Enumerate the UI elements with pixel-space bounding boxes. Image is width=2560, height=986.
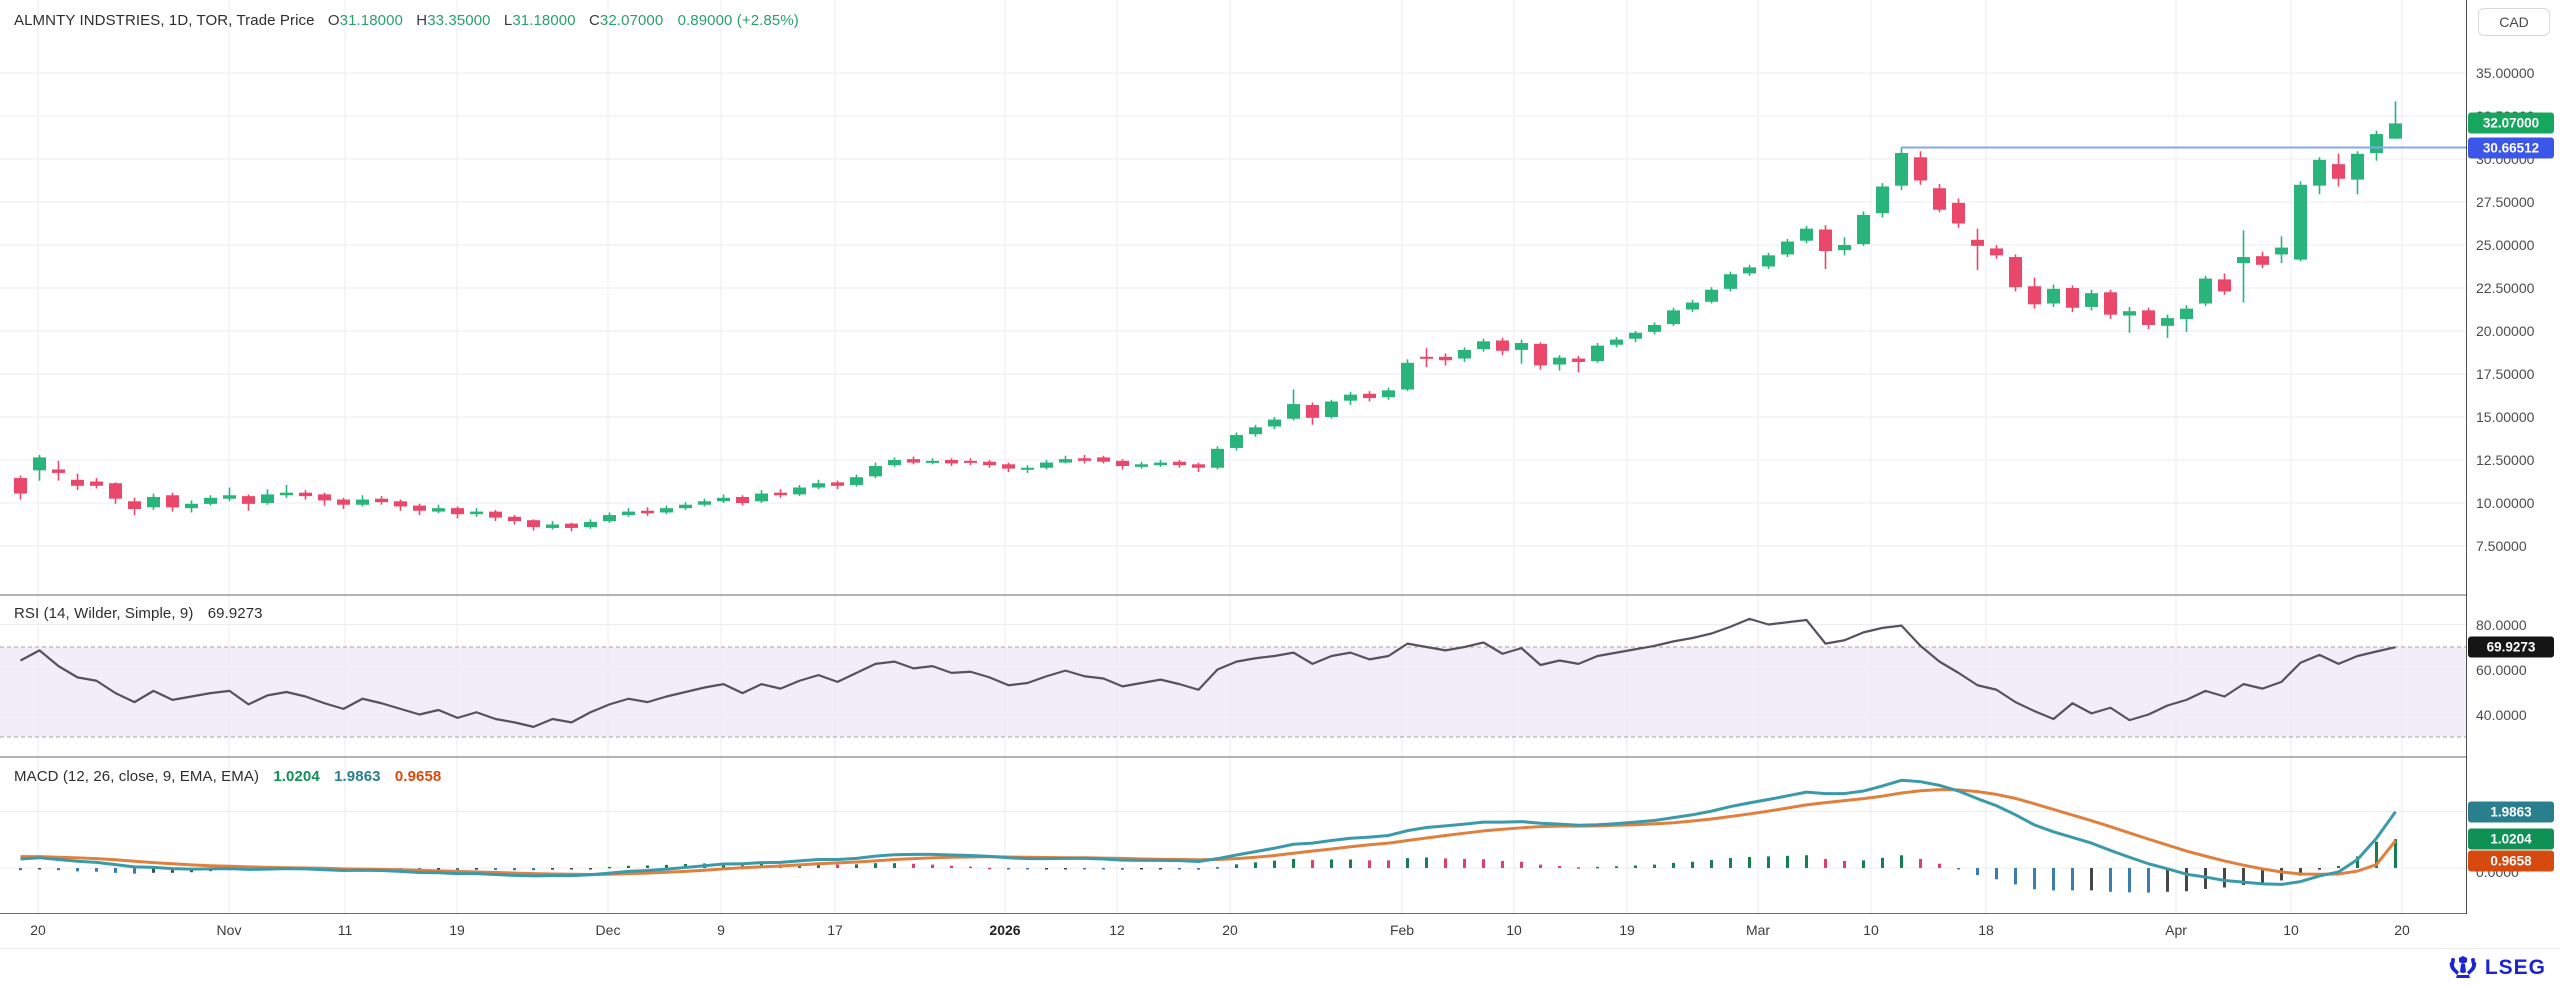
rsi-tick-label: 60.0000 — [2476, 661, 2527, 678]
instrument-legend: ALMNTY INDSTRIES, 1D, TOR, Trade Price O… — [14, 12, 799, 29]
time-tick-label: 9 — [717, 922, 725, 938]
time-axis[interactable]: 20 Nov 11 19 Dec 9 17 2026 12 20 Feb 10 19 Mar 10 18 Apr… — [0, 914, 2467, 948]
price-tick-label: 25.00000 — [2476, 237, 2535, 253]
time-tick-label: 12 — [1109, 922, 1125, 938]
rsi-value: 69.9273 — [207, 605, 263, 622]
macd-legend: MACD (12, 26, close, 9, EMA, EMA) 1.0204… — [14, 768, 441, 785]
rsi-tick-label: 80.0000 — [2476, 616, 2527, 633]
macd-hist-badge: 1.0204 — [2468, 828, 2554, 850]
time-tick-label: Apr — [2165, 922, 2187, 938]
level-line-badge: 30.66512 — [2468, 137, 2554, 159]
price-tick-label: 15.00000 — [2476, 409, 2535, 425]
price-tick-label: 12.50000 — [2476, 452, 2535, 468]
low-label: L — [503, 12, 513, 29]
high-label: H — [416, 12, 428, 29]
time-tick-label: 18 — [1978, 922, 1994, 938]
time-tick-label: 11 — [337, 922, 353, 938]
time-tick-label: 10 — [1506, 922, 1522, 938]
price-axis: CAD 35.0000032.5000030.0000027.5000025.0… — [2467, 0, 2560, 914]
chart-canvas[interactable] — [0, 0, 2467, 914]
open-label: O — [327, 12, 340, 29]
brand-logo: LSEG — [2448, 955, 2546, 981]
close-value: 32.07000 — [599, 12, 664, 29]
high-value: 33.35000 — [427, 12, 491, 29]
close-label: C — [588, 12, 600, 29]
time-tick-label: Dec — [595, 922, 621, 938]
time-tick-label: Nov — [216, 922, 242, 938]
low-value: 31.18000 — [512, 12, 576, 29]
footer: LSEG — [0, 948, 2560, 986]
macd-signal-value: 0.9658 — [394, 768, 442, 785]
rsi-label: RSI (14, Wilder, Simple, 9) — [14, 605, 194, 622]
macd-line-badge: 1.9863 — [2468, 801, 2554, 823]
brand-name: LSEG — [2484, 956, 2546, 979]
time-tick-label: Feb — [1389, 922, 1415, 938]
time-tick-label: 20 — [2394, 922, 2410, 938]
currency-button[interactable]: CAD — [2478, 8, 2550, 36]
macd-signal-badge: 0.9658 — [2468, 850, 2554, 872]
instrument-title: ALMNTY INDSTRIES, 1D, TOR, Trade Price — [14, 12, 315, 29]
open-value: 31.18000 — [339, 12, 403, 29]
price-tick-label: 35.00000 — [2476, 65, 2535, 81]
macd-hist-value: 1.0204 — [273, 768, 320, 785]
time-tick-label: 19 — [449, 922, 465, 938]
time-tick-label: Mar — [1745, 922, 1771, 938]
time-tick-label: 17 — [827, 922, 843, 938]
price-tick-label: 7.50000 — [2476, 538, 2527, 554]
rsi-tick-label: 40.0000 — [2476, 706, 2527, 723]
time-tick-label: 10 — [1863, 922, 1879, 938]
last-price-badge: 32.07000 — [2468, 112, 2554, 134]
price-tick-label: 27.50000 — [2476, 194, 2535, 210]
price-tick-label: 17.50000 — [2476, 366, 2535, 382]
lseg-crest-icon — [2449, 956, 2477, 978]
time-tick-label: 2026 — [989, 922, 1021, 938]
rsi-value-badge: 69.9273 — [2468, 636, 2554, 658]
time-tick-label: 20 — [30, 922, 46, 938]
rsi-legend: RSI (14, Wilder, Simple, 9) 69.9273 — [14, 605, 263, 622]
change-value: 0.89000 (+2.85%) — [677, 12, 799, 29]
price-tick-label: 20.00000 — [2476, 323, 2535, 339]
price-tick-label: 10.00000 — [2476, 495, 2535, 511]
macd-line-value: 1.9863 — [334, 768, 381, 785]
time-tick-label: 19 — [1619, 922, 1635, 938]
price-tick-label: 22.50000 — [2476, 280, 2535, 296]
time-tick-label: 10 — [2283, 922, 2299, 938]
time-tick-label: 20 — [1222, 922, 1238, 938]
macd-label: MACD (12, 26, close, 9, EMA, EMA) — [14, 768, 260, 785]
